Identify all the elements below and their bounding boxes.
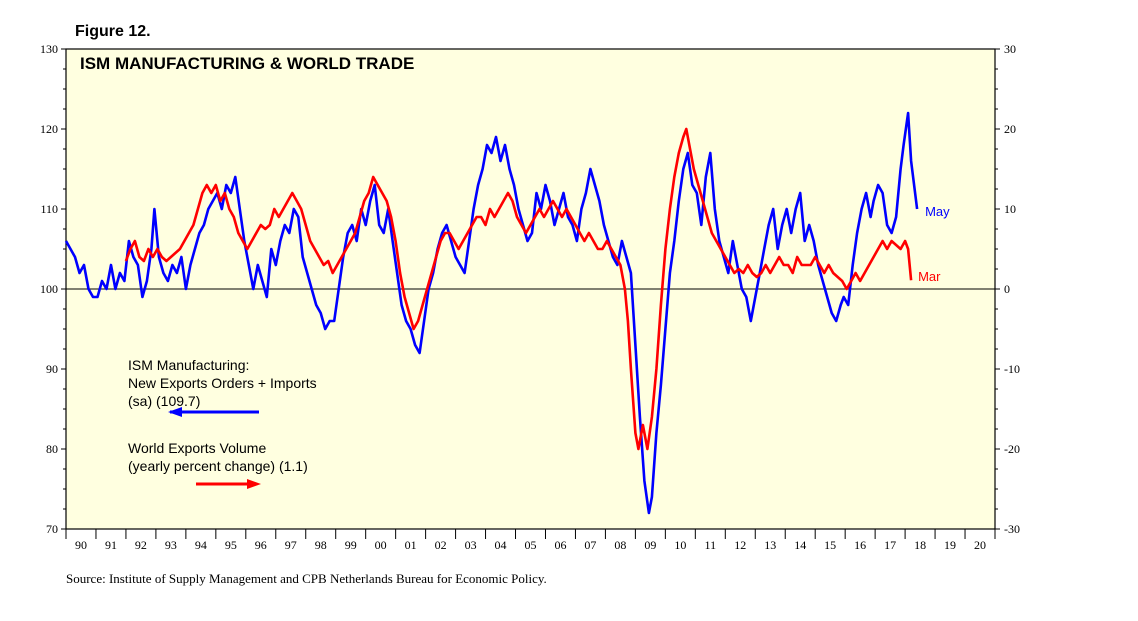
right-tick-label: -30 (1004, 522, 1020, 536)
world-exports-series-line (124, 127, 913, 451)
x-tick-label: 99 (345, 538, 357, 552)
ism-series-line (64, 111, 919, 515)
x-tick-label: 11 (705, 538, 717, 552)
x-tick-label: 90 (75, 538, 87, 552)
x-tick-label: 13 (764, 538, 776, 552)
x-tick-label: 08 (614, 538, 626, 552)
world-end-label: Mar (918, 269, 941, 284)
legend-ism-line-2: New Exports Orders + Imports (128, 375, 317, 391)
x-tick-label: 98 (315, 538, 327, 552)
x-tick-label: 14 (794, 538, 806, 552)
legend-ism-line-1: ISM Manufacturing: (128, 357, 249, 373)
x-tick-label: 05 (525, 538, 537, 552)
x-tick-label: 93 (165, 538, 177, 552)
left-tick-label: 120 (40, 122, 58, 136)
right-tick-label: 20 (1004, 122, 1016, 136)
left-tick-label: 90 (46, 362, 58, 376)
x-tick-label: 07 (584, 538, 596, 552)
source-note: Source: Institute of Supply Management a… (66, 571, 547, 586)
x-tick-label: 00 (375, 538, 387, 552)
figure-label: Figure 12. (75, 23, 151, 40)
x-tick-label: 01 (405, 538, 417, 552)
right-tick-label: -20 (1004, 442, 1020, 456)
right-tick-label: -10 (1004, 362, 1020, 376)
legend-ism-line-3: (sa) (109.7) (128, 393, 200, 409)
legend-world-arrow-icon (196, 479, 261, 489)
legend-ism-arrow-icon (168, 407, 259, 417)
x-tick-label: 96 (255, 538, 267, 552)
x-tick-label: 03 (465, 538, 477, 552)
x-tick-label: 95 (225, 538, 237, 552)
legend-world-line-2: (yearly percent change) (1.1) (128, 458, 308, 474)
x-tick-label: 06 (554, 538, 566, 552)
x-tick-label: 92 (135, 538, 147, 552)
left-tick-label: 110 (40, 202, 58, 216)
x-tick-label: 16 (854, 538, 866, 552)
x-tick-label: 04 (495, 538, 507, 552)
x-tick-label: 17 (884, 538, 896, 552)
x-tick-label: 09 (644, 538, 656, 552)
ism-end-label: May (925, 204, 950, 219)
x-tick-label: 20 (974, 538, 986, 552)
x-tick-label: 91 (105, 538, 117, 552)
chart-title: ISM MANUFACTURING & WORLD TRADE (80, 54, 414, 73)
x-tick-label: 15 (824, 538, 836, 552)
left-axis: 70 80 90 100 110 120 130 (40, 42, 66, 536)
x-tick-label: 97 (285, 538, 297, 552)
x-tick-label: 19 (944, 538, 956, 552)
x-tick-label: 12 (734, 538, 746, 552)
x-tick-label: 02 (435, 538, 447, 552)
left-tick-label: 80 (46, 442, 58, 456)
legend: ISM Manufacturing: New Exports Orders + … (128, 357, 317, 489)
left-tick-label: 100 (40, 282, 58, 296)
left-tick-label: 130 (40, 42, 58, 56)
x-tick-label: 18 (914, 538, 926, 552)
right-tick-label: 10 (1004, 202, 1016, 216)
legend-world-line-1: World Exports Volume (128, 440, 266, 456)
right-tick-label: 0 (1004, 282, 1010, 296)
x-axis: 90 91 92 93 94 95 96 97 98 99 00 01 02 03 04 05 06 07 08 09… (65, 529, 996, 552)
right-tick-label: 30 (1004, 42, 1016, 56)
x-tick-label: 94 (195, 538, 207, 552)
right-axis: -30 -20 -10 0 10 20 30 (995, 42, 1020, 536)
x-tick-label: 10 (674, 538, 686, 552)
left-tick-label: 70 (46, 522, 58, 536)
